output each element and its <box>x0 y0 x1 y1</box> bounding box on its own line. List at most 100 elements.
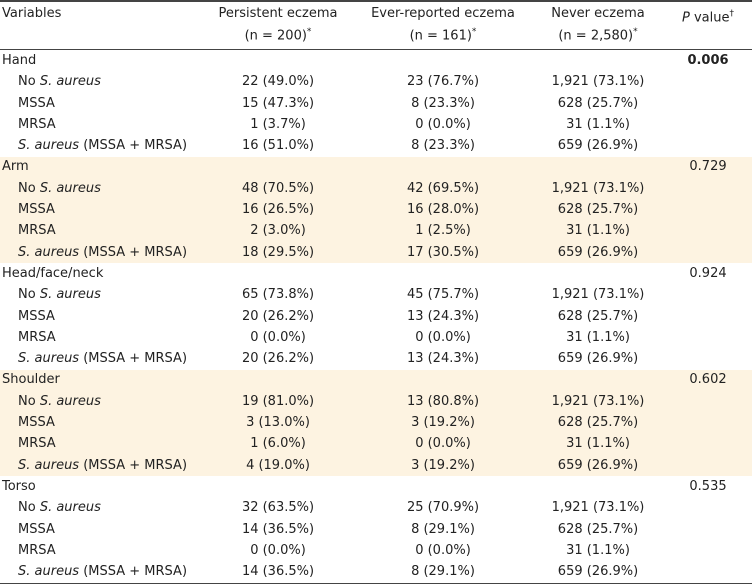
data-row: MRSA 0 (0.0%) 0 (0.0%) 31 (1.1%) <box>0 327 752 348</box>
group-cell: Arm <box>0 156 202 179</box>
header-n: (n = 200) <box>244 28 307 44</box>
value-cell: 1,921 (73.1%) <box>532 72 664 93</box>
value-cell: 17 (30.5%) <box>354 242 532 264</box>
label-part: MSSA <box>18 95 55 111</box>
value: 13 (80.8%) <box>406 393 480 409</box>
row-label: MSSA <box>0 412 202 434</box>
group-row: Torso 0.535 <box>0 476 752 497</box>
value-cell: 22 (49.0%) <box>202 72 354 93</box>
value-cell: 8 (29.1%) <box>354 561 532 583</box>
value: 628 (25.7%) <box>557 308 639 324</box>
p-value-cell: 0.535 <box>664 476 752 497</box>
value-cell: 0 (0.0%) <box>354 540 532 561</box>
row-label: No S. aureus <box>0 285 202 306</box>
value: 659 (26.9%) <box>557 244 639 260</box>
p-value-cell: 0.729 <box>664 156 752 179</box>
value-cell: 42 (69.5%) <box>354 178 532 200</box>
value: 659 (26.9%) <box>557 351 639 367</box>
group-cell: Shoulder <box>0 369 202 392</box>
value: 3 (13.0%) <box>246 415 310 431</box>
empty-cell <box>354 50 532 72</box>
value-cell: 23 (76.7%) <box>354 72 532 93</box>
value-cell: 18 (29.5%) <box>202 242 354 264</box>
table-header: Variables Persistent eczema (n = 200)* Ev… <box>0 1 752 51</box>
empty-cell <box>532 369 664 392</box>
row-label: MRSA <box>0 220 202 242</box>
label-part: MRSA <box>18 116 56 132</box>
label-part: MSSA <box>18 308 55 324</box>
data-row: MRSA 1 (3.7%) 0 (0.0%) 31 (1.1%) <box>0 114 752 135</box>
header-text: Variables <box>2 6 62 21</box>
value-cell: 659 (26.9%) <box>532 242 664 264</box>
row-label: MSSA <box>0 199 202 221</box>
value-cell: 32 (63.5%) <box>202 498 354 519</box>
value-cell: 0 (0.0%) <box>202 540 354 561</box>
header-text: Never eczema <box>551 6 645 21</box>
footnote-mark: † <box>729 9 735 19</box>
value-cell: 659 (26.9%) <box>532 348 664 369</box>
row-label: No S. aureus <box>0 72 202 93</box>
footnote-mark: * <box>633 27 638 37</box>
value-cell: 31 (1.1%) <box>532 327 664 348</box>
value-cell: 14 (36.5%) <box>202 561 354 583</box>
value-cell: 628 (25.7%) <box>532 199 664 221</box>
header-cell: Ever-reported eczema (n = 161)* <box>354 1 532 51</box>
value-cell: 31 (1.1%) <box>532 540 664 561</box>
value: 20 (26.2%) <box>241 308 315 324</box>
label-part: MRSA <box>18 542 56 558</box>
p-value-cell: 0.006 <box>664 50 752 72</box>
empty-cell <box>664 93 752 114</box>
group-name: Torso <box>2 478 36 494</box>
label-part: S. aureus <box>39 74 101 90</box>
data-row: No S. aureus 48 (70.5%) 42 (69.5%) 1,921 (7… <box>0 178 752 200</box>
empty-cell <box>664 136 752 157</box>
label-part: MRSA <box>18 223 56 239</box>
empty-cell <box>664 242 752 264</box>
row-label: S. aureus (MSSA + MRSA) <box>0 242 202 264</box>
p-value-cell: 0.924 <box>664 263 752 284</box>
p-value: 0.729 <box>689 159 727 175</box>
value-cell: 4 (19.0%) <box>202 454 354 477</box>
value: 1 (6.0%) <box>250 436 306 452</box>
value-cell: 31 (1.1%) <box>532 220 664 242</box>
value-cell: 659 (26.9%) <box>532 561 664 583</box>
value-cell: 16 (28.0%) <box>354 199 532 221</box>
header-text: Ever-reported eczema <box>371 6 515 21</box>
value: 16 (26.5%) <box>241 202 315 218</box>
label-part: S. aureus <box>18 138 80 154</box>
header-cell: P value† <box>664 1 752 51</box>
label-part: MRSA <box>18 436 56 452</box>
row-label: S. aureus (MSSA + MRSA) <box>0 136 202 157</box>
row-label: No S. aureus <box>0 391 202 413</box>
group-cell: Hand <box>0 50 202 72</box>
row-label: MRSA <box>0 540 202 561</box>
value: 14 (36.5%) <box>241 521 315 537</box>
label-part: (MSSA + MRSA) <box>83 244 188 260</box>
p-value: 0.924 <box>689 265 727 281</box>
value: 1,921 (73.1%) <box>551 180 645 196</box>
data-row: S. aureus (MSSA + MRSA) 18 (29.5%) 17 (30.… <box>0 242 752 264</box>
value: 65 (73.8%) <box>241 287 315 303</box>
value: 32 (63.5%) <box>241 500 315 516</box>
data-row: S. aureus (MSSA + MRSA) 16 (51.0%) 8 (23.3… <box>0 136 752 157</box>
value-cell: 3 (13.0%) <box>202 412 354 434</box>
row-label: S. aureus (MSSA + MRSA) <box>0 348 202 369</box>
empty-cell <box>202 369 354 392</box>
value-cell: 1 (3.7%) <box>202 114 354 135</box>
value: 1,921 (73.1%) <box>551 287 645 303</box>
value-cell: 14 (36.5%) <box>202 519 354 540</box>
data-row: MRSA 1 (6.0%) 0 (0.0%) 31 (1.1%) <box>0 433 752 455</box>
value: 31 (1.1%) <box>566 542 630 558</box>
value-cell: 628 (25.7%) <box>532 306 664 327</box>
value: 23 (76.7%) <box>406 74 480 90</box>
empty-cell <box>664 433 752 455</box>
value-cell: 0 (0.0%) <box>354 114 532 135</box>
value-cell: 8 (29.1%) <box>354 519 532 540</box>
value: 8 (29.1%) <box>411 521 475 537</box>
value: 8 (23.3%) <box>411 138 475 154</box>
value: 13 (24.3%) <box>406 308 480 324</box>
value: 659 (26.9%) <box>557 138 639 154</box>
header-cell: Persistent eczema (n = 200)* <box>202 1 354 51</box>
label-part: S. aureus <box>18 564 80 580</box>
